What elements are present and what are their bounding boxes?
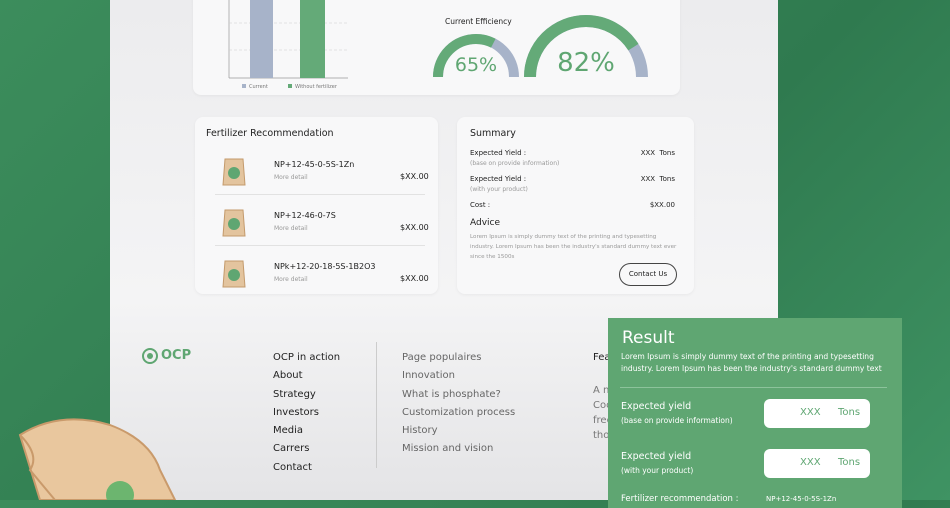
row-label: Cost : [470,201,491,209]
product-name[interactable]: NP+12-45-0-5S-1Zn [274,160,355,169]
product-icon [222,260,246,288]
row-note: (with your product) [621,466,694,475]
product-name[interactable]: NPk+12-20-18-5S-1B2O3 [274,262,376,271]
gauge-value: 65% [455,54,497,76]
title: Fertilizer Recommendation [206,128,334,139]
value: XXX [800,457,821,468]
row-value: $XX.00 [649,201,675,209]
product-name[interactable]: NP+12-46-0-7S [274,211,336,220]
bar [250,0,273,78]
footer-link[interactable]: Contact [273,461,312,473]
footer-link[interactable]: Investors [273,406,319,418]
contact-button[interactable]: Contact Us [619,263,677,286]
footer-text: Coo [593,400,613,411]
footer: OCP OCP in action About Strategy Investors M… [110,340,778,500]
summary-card: Summary Expected Yield : (base on provide… [457,117,694,294]
row-note: (with your product) [470,186,528,193]
col-title: Fea [593,352,611,363]
footer-link[interactable]: Carrers [273,443,310,455]
footer-link[interactable]: Page populaires [402,352,482,363]
charts: Current Without fertilizer Current Effic… [228,0,648,90]
footer-link[interactable]: Media [273,425,304,437]
recommendation-card: Fertilizer Recommendation NP+12-45-0-5S-… [195,117,438,294]
row-value: XXX Tons [640,175,675,183]
price: $XX.00 [400,274,429,283]
logo-icon [142,348,158,364]
detail-link[interactable]: More detail [274,225,308,232]
footer-link[interactable]: OCP in action [273,352,341,363]
footer-text: A n [593,385,610,396]
stats-card: Current Without fertilizer Current Effic… [193,0,680,95]
footer-link[interactable]: Innovation [402,370,455,382]
footer-link[interactable]: About [273,370,303,382]
gauge-label: Current Efficiency [445,17,512,26]
row-note: (base on provide information) [470,160,560,167]
row-value: XXX Tons [640,149,675,157]
gauge-fill [433,34,519,78]
value-box: XXX Tons [764,399,870,428]
legend: Without fertilizer [295,84,338,90]
price: $XX.00 [400,223,429,232]
bar [300,0,325,78]
result-title: Result [622,328,675,348]
gauge-fill [524,15,648,78]
advice-title: Advice [470,218,501,228]
legend: Current [249,84,268,90]
footer-link[interactable]: Customization process [402,406,516,418]
row-label: Expected Yield : [470,175,527,183]
detail-link[interactable]: More detail [274,276,308,283]
result-text: Lorem Ipsum is simply dummy text of the … [621,352,882,373]
logo: OCP [161,348,192,363]
footer-text: free [593,415,613,426]
unit: Tons [838,407,861,418]
footer-link[interactable]: What is phosphate? [402,388,501,400]
product-icon [222,158,246,186]
footer-link[interactable]: Strategy [273,388,316,400]
value: XXX [800,407,821,418]
row-label: Expected yield [621,401,692,412]
footer-text: tho [593,430,610,441]
footer-link[interactable]: History [402,425,438,437]
bag-illustration [18,418,177,500]
value-box: XXX Tons [764,449,870,478]
gauge-value: 82% [557,48,615,78]
row-label: Expected yield [621,451,692,462]
advice-text: Lorem Ipsum is simply dummy text of the … [470,234,677,260]
page: Current Without fertilizer Current Effic… [110,0,778,500]
row-note: (base on provide information) [621,416,733,425]
title: Summary [470,128,516,139]
product-icon [222,209,246,237]
result-panel: Result Lorem Ipsum is simply dummy text … [608,318,902,508]
row-label: Expected Yield : [470,149,527,157]
last-label: Fertilizer recommendation : [621,494,739,504]
detail-link[interactable]: More detail [274,174,308,181]
footer-link[interactable]: Mission and vision [402,443,494,455]
last-value: NP+12-45-0-5S-1Zn [766,495,837,503]
unit: Tons [838,457,861,468]
price: $XX.00 [400,172,429,181]
